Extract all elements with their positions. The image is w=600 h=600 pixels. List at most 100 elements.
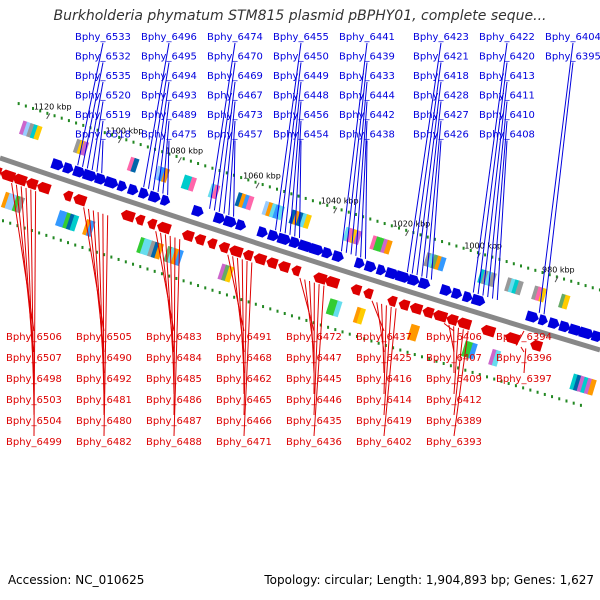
gene-label[interactable]: Bphy_6393: [426, 437, 482, 448]
minus-strand-gene[interactable]: [362, 287, 374, 300]
gene-label[interactable]: Bphy_6486: [146, 395, 202, 406]
feature-block[interactable]: [29, 124, 39, 140]
feature-block[interactable]: [468, 342, 478, 360]
feature-block[interactable]: [410, 324, 421, 342]
feature-block[interactable]: [292, 210, 302, 226]
feature-block[interactable]: [143, 239, 154, 257]
gene-label[interactable]: Bphy_6492: [76, 374, 132, 385]
gene-label[interactable]: Bphy_6454: [273, 130, 329, 141]
gene-label[interactable]: Bphy_6423: [413, 32, 469, 43]
gene-label[interactable]: Bphy_6465: [216, 395, 272, 406]
gene-label[interactable]: Bphy_6438: [339, 130, 395, 141]
plus-strand-gene[interactable]: [308, 242, 326, 257]
plus-strand-gene[interactable]: [461, 291, 474, 303]
plus-strand-gene[interactable]: [525, 310, 540, 323]
minus-strand-gene[interactable]: [408, 302, 424, 315]
feature-block[interactable]: [538, 287, 548, 303]
gene-label[interactable]: Bphy_6446: [286, 395, 342, 406]
feature-block[interactable]: [491, 349, 502, 367]
plus-strand-gene[interactable]: [234, 219, 248, 232]
plus-strand-gene[interactable]: [62, 162, 75, 175]
plus-strand-gene[interactable]: [375, 264, 388, 276]
gene-label[interactable]: Bphy_6422: [479, 32, 535, 43]
feature-block[interactable]: [126, 156, 136, 172]
gene-label[interactable]: Bphy_6462: [216, 374, 272, 385]
gene-label[interactable]: Bphy_6404: [545, 32, 600, 43]
minus-strand-gene[interactable]: [277, 260, 291, 274]
gene-label[interactable]: Bphy_6389: [426, 416, 482, 427]
plus-strand-gene[interactable]: [417, 277, 432, 290]
gene-label[interactable]: Bphy_6402: [356, 437, 412, 448]
feature-block[interactable]: [180, 174, 190, 190]
gene-label[interactable]: Bphy_6504: [6, 416, 62, 427]
minus-strand-gene[interactable]: [11, 172, 28, 187]
feature-block[interactable]: [238, 193, 248, 209]
gene-label[interactable]: Bphy_6498: [6, 374, 62, 385]
gene-label[interactable]: Bphy_6408: [479, 130, 535, 141]
gene-label[interactable]: Bphy_6448: [273, 91, 329, 102]
minus-strand-gene[interactable]: [228, 244, 244, 258]
minus-strand-gene[interactable]: [119, 209, 136, 223]
feature-block[interactable]: [4, 192, 15, 210]
gene-label[interactable]: Bphy_6449: [273, 71, 329, 82]
feature-block[interactable]: [325, 298, 336, 315]
gene-label[interactable]: Bphy_6411: [479, 91, 535, 102]
gene-label[interactable]: Bphy_6518: [75, 130, 131, 141]
feature-block[interactable]: [369, 235, 379, 251]
minus-strand-gene[interactable]: [323, 275, 341, 289]
gene-label[interactable]: Bphy_6485: [146, 374, 202, 385]
gene-label[interactable]: Bphy_6457: [207, 130, 263, 141]
gene-label[interactable]: Bphy_6499: [6, 437, 62, 448]
minus-strand-gene[interactable]: [217, 241, 231, 254]
feature-block[interactable]: [187, 176, 197, 192]
plus-strand-gene[interactable]: [537, 314, 550, 326]
feature-block[interactable]: [261, 200, 271, 216]
feature-block[interactable]: [423, 252, 433, 268]
plus-strand-gene[interactable]: [276, 232, 292, 247]
feature-block[interactable]: [130, 157, 140, 173]
gene-label[interactable]: Bphy_6475: [141, 130, 197, 141]
feature-block[interactable]: [136, 236, 146, 254]
gene-label[interactable]: Bphy_6490: [76, 353, 132, 364]
gene-label[interactable]: Bphy_6414: [356, 395, 412, 406]
plus-strand-gene[interactable]: [384, 266, 400, 280]
gene-label[interactable]: Bphy_6503: [6, 395, 62, 406]
minus-strand-gene[interactable]: [445, 313, 459, 326]
gene-label[interactable]: Bphy_6456: [273, 110, 329, 121]
feature-block[interactable]: [139, 238, 150, 255]
feature-block[interactable]: [580, 376, 590, 394]
gene-label[interactable]: Bphy_6505: [76, 332, 132, 343]
gene-label[interactable]: Bphy_6396: [496, 353, 552, 364]
feature-block[interactable]: [302, 214, 312, 229]
feature-block[interactable]: [583, 377, 594, 395]
feature-block[interactable]: [62, 212, 73, 230]
feature-block[interactable]: [376, 237, 386, 253]
feature-block[interactable]: [504, 277, 514, 293]
gene-label[interactable]: Bphy_6442: [339, 110, 395, 121]
gene-label[interactable]: Bphy_6444: [339, 91, 395, 102]
minus-strand-gene[interactable]: [0, 168, 17, 183]
feature-block[interactable]: [184, 175, 194, 191]
plus-strand-gene[interactable]: [81, 168, 99, 183]
feature-block[interactable]: [0, 191, 11, 209]
gene-label[interactable]: Bphy_6435: [286, 416, 342, 427]
minus-strand-gene[interactable]: [146, 217, 158, 230]
gene-label[interactable]: Bphy_6407: [426, 353, 482, 364]
feature-block[interactable]: [268, 203, 278, 219]
feature-block[interactable]: [576, 375, 586, 393]
gene-label[interactable]: Bphy_6394: [496, 332, 552, 343]
minus-strand-gene[interactable]: [397, 298, 411, 311]
gene-label[interactable]: Bphy_6455: [273, 32, 329, 43]
minus-strand-gene[interactable]: [431, 309, 449, 323]
feature-block[interactable]: [587, 378, 597, 396]
gene-label[interactable]: Bphy_6496: [141, 32, 197, 43]
minus-strand-gene[interactable]: [265, 256, 279, 270]
minus-strand-gene[interactable]: [503, 331, 521, 345]
plus-strand-gene[interactable]: [212, 211, 227, 225]
plus-strand-gene[interactable]: [470, 293, 487, 308]
minus-strand-gene[interactable]: [312, 271, 328, 285]
plus-strand-gene[interactable]: [450, 287, 464, 301]
minus-strand-gene[interactable]: [252, 252, 268, 266]
minus-strand-gene[interactable]: [193, 233, 207, 246]
gene-label[interactable]: Bphy_6473: [207, 110, 263, 121]
